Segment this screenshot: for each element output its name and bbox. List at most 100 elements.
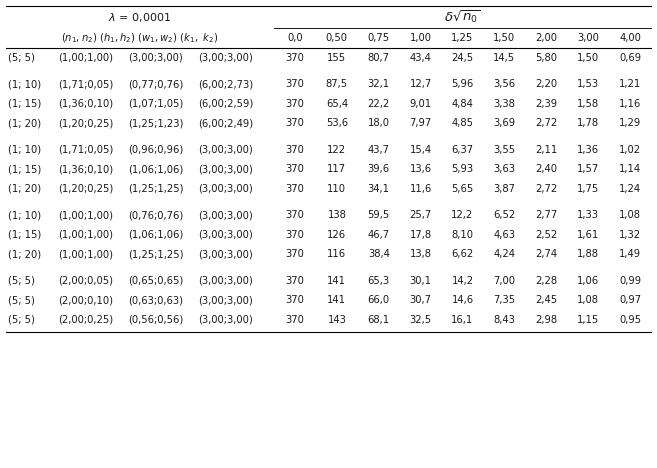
Text: 1,50: 1,50	[493, 33, 516, 43]
Text: 370: 370	[286, 276, 304, 286]
Text: 2,45: 2,45	[535, 295, 557, 305]
Text: 370: 370	[286, 295, 304, 305]
Text: 370: 370	[286, 99, 304, 109]
Text: 1,36: 1,36	[577, 145, 599, 155]
Text: 116: 116	[327, 249, 346, 259]
Text: 4,24: 4,24	[493, 249, 515, 259]
Text: 1,15: 1,15	[577, 315, 599, 325]
Text: 110: 110	[327, 184, 346, 194]
Text: 370: 370	[286, 164, 304, 174]
Text: 3,69: 3,69	[493, 118, 516, 128]
Text: 3,63: 3,63	[493, 164, 515, 174]
Text: 14,6: 14,6	[451, 295, 474, 305]
Text: 13,6: 13,6	[409, 164, 432, 174]
Text: 18,0: 18,0	[368, 118, 390, 128]
Text: 0,75: 0,75	[368, 33, 390, 43]
Text: 15,4: 15,4	[409, 145, 432, 155]
Text: $(n_1,n_2)\ (h_1,h_2)\ (w_1,w_2)\ (k_1,\ k_2)$: $(n_1,n_2)\ (h_1,h_2)\ (w_1,w_2)\ (k_1,\…	[61, 31, 219, 45]
Text: 3,00: 3,00	[578, 33, 599, 43]
Text: 2,20: 2,20	[535, 79, 557, 89]
Text: (0,63;0,63): (0,63;0,63)	[128, 295, 183, 305]
Text: (1,36;0,10): (1,36;0,10)	[58, 99, 113, 109]
Text: (1,25;1,25): (1,25;1,25)	[128, 184, 183, 194]
Text: 14,2: 14,2	[451, 276, 474, 286]
Text: 0,50: 0,50	[326, 33, 348, 43]
Text: (1; 20): (1; 20)	[8, 249, 41, 259]
Text: (1,20;0,25): (1,20;0,25)	[58, 118, 113, 128]
Text: 7,00: 7,00	[493, 276, 515, 286]
Text: 13,8: 13,8	[409, 249, 432, 259]
Text: (3,00;3,00): (3,00;3,00)	[198, 295, 253, 305]
Text: 5,65: 5,65	[451, 184, 474, 194]
Text: 5,93: 5,93	[451, 164, 474, 174]
Text: (5; 5): (5; 5)	[8, 295, 35, 305]
Text: 39,6: 39,6	[368, 164, 390, 174]
Text: 65,3: 65,3	[368, 276, 390, 286]
Text: 126: 126	[327, 230, 346, 240]
Text: (3,00;3,00): (3,00;3,00)	[198, 249, 253, 259]
Text: (3,00;3,00): (3,00;3,00)	[198, 164, 253, 174]
Text: 22,2: 22,2	[368, 99, 390, 109]
Text: (1,00;1,00): (1,00;1,00)	[58, 210, 113, 220]
Text: 3,38: 3,38	[493, 99, 515, 109]
Text: 6,37: 6,37	[451, 145, 474, 155]
Text: 2,52: 2,52	[535, 230, 557, 240]
Text: (1; 15): (1; 15)	[8, 230, 41, 240]
Text: 370: 370	[286, 210, 304, 220]
Text: 2,98: 2,98	[535, 315, 557, 325]
Text: 1,24: 1,24	[619, 184, 641, 194]
Text: 68,1: 68,1	[368, 315, 390, 325]
Text: $\lambda$ = 0,0001: $\lambda$ = 0,0001	[108, 10, 171, 23]
Text: 143: 143	[327, 315, 346, 325]
Text: (0,77;0,76): (0,77;0,76)	[128, 79, 183, 89]
Text: 141: 141	[327, 295, 346, 305]
Text: 6,62: 6,62	[451, 249, 474, 259]
Text: (1,06;1,06): (1,06;1,06)	[128, 230, 183, 240]
Text: 4,63: 4,63	[493, 230, 515, 240]
Text: 1,78: 1,78	[577, 118, 599, 128]
Text: (1; 15): (1; 15)	[8, 99, 41, 109]
Text: 1,29: 1,29	[619, 118, 641, 128]
Text: 3,87: 3,87	[493, 184, 515, 194]
Text: 32,1: 32,1	[368, 79, 390, 89]
Text: 17,8: 17,8	[409, 230, 432, 240]
Text: 3,55: 3,55	[493, 145, 516, 155]
Text: (1,00;1,00): (1,00;1,00)	[58, 53, 113, 63]
Text: (6,00;2,49): (6,00;2,49)	[198, 118, 253, 128]
Text: 8,43: 8,43	[493, 315, 515, 325]
Text: (6,00;2,73): (6,00;2,73)	[198, 79, 253, 89]
Text: 1,14: 1,14	[619, 164, 641, 174]
Text: (1,00;1,00): (1,00;1,00)	[58, 249, 113, 259]
Text: (5; 5): (5; 5)	[8, 53, 35, 63]
Text: (0,56;0,56): (0,56;0,56)	[128, 315, 183, 325]
Text: (1; 10): (1; 10)	[8, 79, 41, 89]
Text: 1,58: 1,58	[577, 99, 599, 109]
Text: 1,08: 1,08	[577, 295, 599, 305]
Text: 155: 155	[327, 53, 346, 63]
Text: $\delta\sqrt{n_0}$: $\delta\sqrt{n_0}$	[444, 8, 481, 26]
Text: (1; 20): (1; 20)	[8, 118, 41, 128]
Text: (1,25;1,25): (1,25;1,25)	[128, 249, 183, 259]
Text: (1,20;0,25): (1,20;0,25)	[58, 184, 113, 194]
Text: 30,1: 30,1	[409, 276, 432, 286]
Text: 16,1: 16,1	[451, 315, 474, 325]
Text: 59,5: 59,5	[368, 210, 390, 220]
Text: 32,5: 32,5	[409, 315, 432, 325]
Text: (1,71;0,05): (1,71;0,05)	[58, 79, 113, 89]
Text: 138: 138	[327, 210, 346, 220]
Text: 24,5: 24,5	[451, 53, 474, 63]
Text: (2,00;0,05): (2,00;0,05)	[58, 276, 113, 286]
Text: 370: 370	[286, 145, 304, 155]
Text: (0,65;0,65): (0,65;0,65)	[128, 276, 183, 286]
Text: 370: 370	[286, 53, 304, 63]
Text: 0,0: 0,0	[287, 33, 303, 43]
Text: 1,08: 1,08	[619, 210, 641, 220]
Text: 1,88: 1,88	[577, 249, 599, 259]
Text: 1,25: 1,25	[451, 33, 474, 43]
Text: (3,00;3,00): (3,00;3,00)	[198, 145, 253, 155]
Text: 370: 370	[286, 249, 304, 259]
Text: (3,00;3,00): (3,00;3,00)	[198, 184, 253, 194]
Text: (3,00;3,00): (3,00;3,00)	[128, 53, 183, 63]
Text: 1,21: 1,21	[619, 79, 641, 89]
Text: 0,97: 0,97	[619, 295, 641, 305]
